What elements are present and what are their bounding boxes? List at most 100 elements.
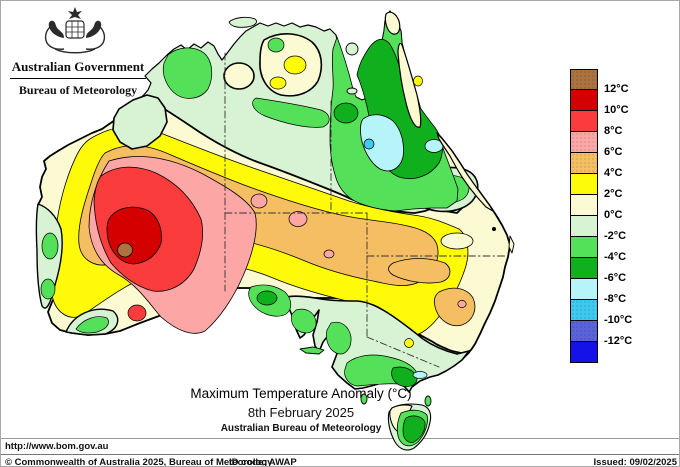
se-green-zone (281, 295, 470, 393)
legend-swatch (570, 90, 598, 111)
legend-label: 2°C (604, 188, 623, 200)
map-title: Maximum Temperature Anomaly (°C) (190, 386, 412, 401)
legend-swatch (570, 237, 598, 258)
nt-green-patch (267, 37, 285, 53)
legend-label: 6°C (604, 146, 623, 158)
header-divider (10, 78, 146, 79)
footer-copyright: © Commonwealth of Australia 2025, Bureau… (5, 457, 273, 467)
legend-swatch (570, 69, 598, 90)
legend-label: -10°C (604, 314, 633, 326)
legend-label: -2°C (604, 230, 627, 242)
contour-cream-pocket (440, 232, 474, 250)
nt-yellow-spot-1 (283, 55, 307, 75)
government-title: Australian Government (11, 59, 145, 74)
legend-swatch (570, 258, 598, 279)
sw-lightgreen-2 (40, 278, 56, 300)
bureau-title: Bureau of Meteorology (18, 83, 138, 97)
wa-pink-region (88, 156, 257, 334)
albany-green-pocket (65, 308, 119, 336)
nsw-pink-spot (457, 300, 467, 308)
legend-label: 8°C (604, 125, 623, 137)
legend-label: 10°C (604, 104, 629, 116)
map-org: Australian Bureau of Meteorology (220, 423, 382, 434)
eyre-lightgreen-2 (291, 308, 317, 334)
contour-yellow-region (50, 126, 469, 336)
footer-url: http://www.bom.gov.au (5, 441, 109, 452)
color-scale-legend: 12°C 10°C 8°C 6°C 4°C 2°C 0°C -2°C -4°C -6°C -8°C -… (570, 69, 632, 363)
nt-green-band (252, 97, 330, 128)
australian-coat-of-arms-icon (44, 7, 106, 54)
vic-yellow-dot (404, 338, 414, 348)
capeyork-east-cream-strip (397, 42, 422, 128)
footer-divider-rule (1, 454, 679, 455)
legend-swatch (570, 216, 598, 237)
legend-label: 4°C (604, 167, 623, 179)
title-block: Maximum Temperature Anomaly (°C) 8th Feb… (81, 386, 521, 434)
capeyork-cream-tip (384, 11, 401, 35)
contour-0c-region (37, 95, 511, 355)
nwqld-darkgreen-blob (333, 102, 359, 124)
qld-palecyan-blob (360, 114, 404, 172)
legend-swatch (570, 111, 598, 132)
legend-swatch (570, 132, 598, 153)
wa-brown-core (117, 242, 133, 258)
fleurieu-lightgreen (326, 321, 352, 355)
footer-issued-date: Issued: 09/02/2025 (593, 457, 677, 467)
legend-label: -12°C (604, 335, 633, 347)
nt-cream-blob-main (259, 33, 323, 97)
pink-spot-3 (323, 249, 335, 259)
legend-label: 12°C (604, 83, 629, 95)
nt-cream-blob-west (223, 62, 255, 90)
red-spot-south (127, 304, 147, 322)
legend-label: 0°C (604, 209, 623, 221)
nensw-palegreen-halo (410, 166, 479, 213)
legend-swatch (570, 321, 598, 342)
vic-lightgreen-band (344, 354, 418, 387)
qld-green-mass (329, 10, 459, 212)
legend-label: -4°C (604, 251, 627, 263)
kangaroo-island (299, 346, 325, 355)
legend-swatch (570, 174, 598, 195)
legend-swatch (570, 279, 598, 300)
legend-swatch (570, 342, 598, 363)
footer-top-rule (1, 438, 679, 439)
legend-label: -8°C (604, 293, 627, 305)
pink-spot-2 (288, 211, 308, 227)
nt-yellow-spot-2 (269, 76, 287, 90)
wa-red-region (93, 166, 203, 292)
eyre-lightgreen (248, 284, 292, 317)
qld-darkgreen (356, 38, 443, 180)
wilsons-darkgreen (391, 366, 418, 387)
mornington-island (346, 87, 358, 95)
melville-island (228, 16, 258, 28)
eyre-darkgreen (256, 290, 278, 306)
wa-darkred-region (106, 206, 162, 265)
header-block: Australian Government Bureau of Meteorol… (4, 59, 152, 98)
city-dot (492, 227, 496, 231)
sw-lightgreen-1 (41, 232, 59, 260)
legend-swatch (570, 300, 598, 321)
legend-swatch (570, 195, 598, 216)
pilbara-green-wedge (112, 94, 168, 150)
capeyork-yellow-dot (413, 75, 423, 87)
vic-cyan-sliver (412, 371, 428, 379)
legend-swatch (570, 153, 598, 174)
groote-island (345, 42, 359, 56)
qld-coast-cream-strip (436, 132, 494, 212)
albany-lightgreen (75, 316, 109, 334)
sw-coast-green-pocket (35, 203, 63, 309)
kimberley-green-blob (162, 47, 213, 99)
contour-orange-region (78, 145, 439, 286)
state-borders (224, 52, 507, 368)
legend-label: -6°C (604, 272, 627, 284)
map-date: 8th February 2025 (247, 405, 355, 420)
qld-palecyan-oval (424, 139, 444, 153)
nensw-green-core (418, 174, 470, 204)
nsw-orange-blob (433, 287, 476, 327)
fraser-island (508, 235, 515, 254)
qld-cyan-dot (363, 138, 375, 150)
pink-spot-1 (250, 193, 268, 209)
nsw-orange-band (388, 258, 451, 284)
footer-id-code: ID code: AWAP (229, 457, 297, 467)
